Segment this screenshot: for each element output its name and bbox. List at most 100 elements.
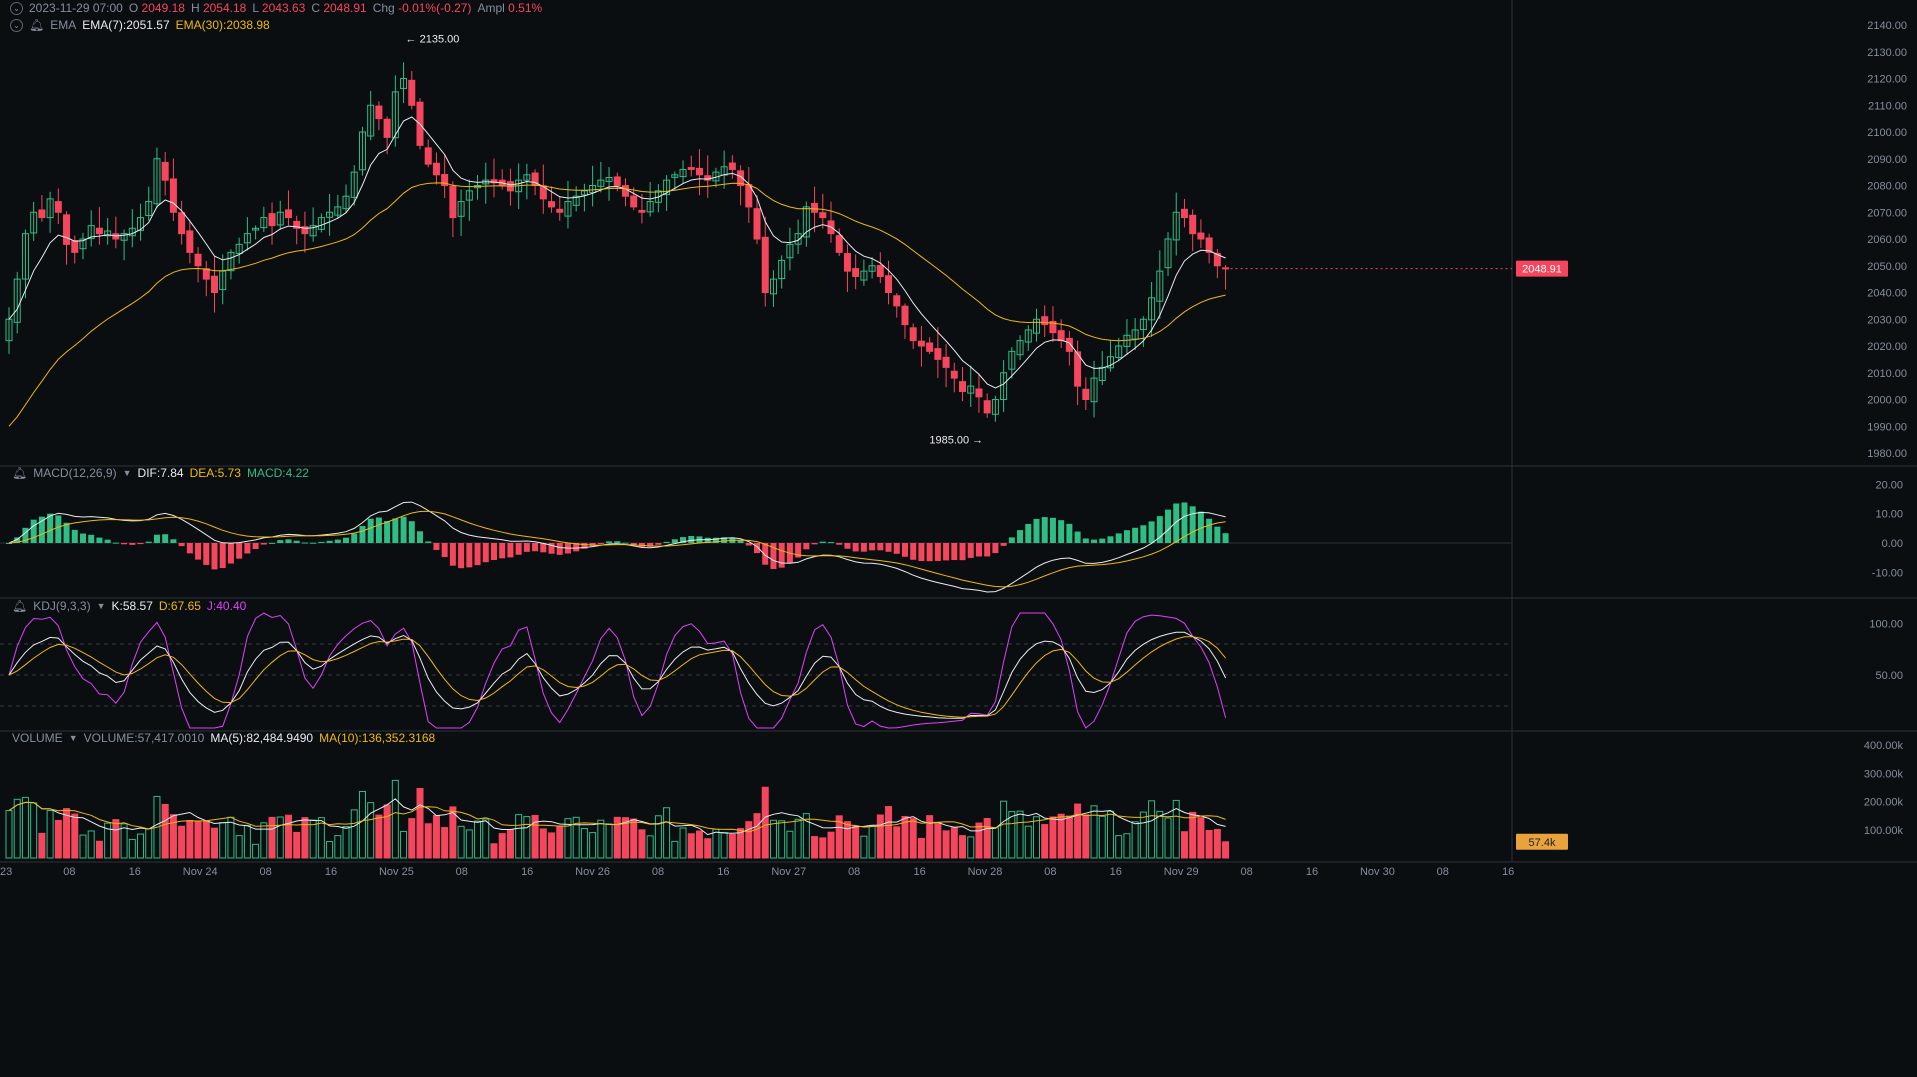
macd-histogram-bar <box>153 534 160 543</box>
macd-histogram-bar <box>828 542 834 544</box>
candle-down <box>695 167 703 176</box>
ema30-line <box>8 182 1226 427</box>
macd-histogram-bar <box>334 539 341 543</box>
collapse-icon[interactable]: ⌄ <box>10 1 23 15</box>
volume-bar <box>852 825 860 859</box>
collapse-icon[interactable]: ⌄ <box>10 18 23 32</box>
candle-up <box>87 225 95 240</box>
volume-bar <box>712 828 720 859</box>
macd-histogram-bar <box>573 543 580 552</box>
chevron-down-icon[interactable]: ▼ <box>96 601 106 611</box>
candle-down <box>383 118 391 138</box>
low-label: L <box>252 1 259 15</box>
chevron-down-icon[interactable]: ▼ <box>122 468 132 478</box>
macd-label[interactable]: MACD(12,26,9) <box>33 466 117 480</box>
macd-histogram-bar <box>1041 517 1048 543</box>
macd-histogram-bar <box>219 543 226 569</box>
volume-bar <box>531 815 539 859</box>
candle-down <box>876 265 884 277</box>
volume-bar <box>622 817 629 859</box>
volume-bar <box>95 840 103 859</box>
candle-down <box>761 236 769 294</box>
candle-up <box>104 230 112 237</box>
bell-icon[interactable]: 🔔︎ <box>29 18 45 32</box>
bell-icon[interactable]: 🔔︎ <box>12 466 28 480</box>
price-tick-label: 2140.00 <box>1867 20 1907 32</box>
volume-bar <box>663 807 671 859</box>
macd-histogram-bar <box>655 543 662 545</box>
candle-up <box>679 168 687 178</box>
candle-up <box>137 217 145 231</box>
volume-tick-label: 200.00k <box>1864 797 1904 809</box>
macd-histogram-bar <box>515 543 522 555</box>
high-label: H <box>190 1 200 15</box>
volume-bar <box>646 835 654 859</box>
price-tick-label: 2030.00 <box>1867 314 1907 326</box>
ema-label[interactable]: EMA <box>50 18 77 32</box>
volume-bar <box>358 790 366 859</box>
bell-icon[interactable]: 🔔︎ <box>12 599 28 613</box>
macd-histogram-bar <box>55 515 62 543</box>
candle-up <box>260 217 268 229</box>
macd-histogram-bar <box>1008 537 1015 543</box>
candle-up <box>1000 372 1008 401</box>
macd-histogram-bar <box>647 543 654 547</box>
volume-bar <box>654 815 662 859</box>
candle-up <box>860 270 868 281</box>
volume-bar <box>539 828 547 859</box>
volume-bar <box>1213 829 1221 859</box>
volume-bar <box>720 831 728 859</box>
volume-tick-label: 100.00k <box>1864 825 1904 837</box>
volume-bar <box>120 823 128 859</box>
volume-bar <box>268 816 276 859</box>
ampl-label: Ampl <box>477 1 505 15</box>
candle-down <box>301 226 309 235</box>
volume-label[interactable]: VOLUME <box>12 731 63 745</box>
volume-bar <box>778 820 786 859</box>
macd-legend: 🔔︎ MACD(12,26,9) ▼ DIF:7.84 DEA:5.73 MAC… <box>12 466 309 480</box>
time-tick-label: 23 <box>0 866 12 878</box>
macd-histogram-bar <box>597 543 604 544</box>
volume-bar <box>367 802 375 859</box>
price-tick-label: 1980.00 <box>1867 448 1907 460</box>
volume-bar <box>21 796 29 859</box>
macd-histogram-bar <box>104 539 111 543</box>
kdj-d: D:67.65 <box>158 599 201 613</box>
candle-down <box>983 400 991 414</box>
candle-up <box>1016 340 1024 356</box>
volume-bar <box>687 833 695 859</box>
volume-bar <box>317 817 325 859</box>
last-price-tag <box>1516 260 1568 277</box>
candle-down <box>1074 351 1082 387</box>
volume-bar <box>728 833 736 859</box>
macd-histogram-bar <box>852 543 859 552</box>
volume-bar <box>613 816 621 859</box>
candle-up <box>326 211 334 218</box>
candle-up <box>663 179 671 196</box>
volume-bar <box>342 826 350 859</box>
volume-bar <box>1115 835 1123 859</box>
volume-bar <box>786 830 794 859</box>
kdj-label[interactable]: KDJ(9,3,3) <box>33 599 91 613</box>
volume-bar <box>178 825 186 859</box>
candle-down <box>1065 337 1073 352</box>
macd-histogram-bar <box>630 543 637 546</box>
macd-histogram-bar <box>449 543 456 566</box>
macd-histogram-bar <box>293 540 300 543</box>
time-tick-label: 08 <box>848 866 860 878</box>
candle-down <box>909 327 917 342</box>
volume-bar <box>1164 817 1172 859</box>
candle-up <box>868 265 876 272</box>
time-tick-label: Nov 25 <box>379 866 414 878</box>
volume-bar <box>860 835 868 859</box>
volume-bar <box>794 818 802 859</box>
candle-down <box>942 356 950 368</box>
macd-histogram-bar <box>1156 516 1163 543</box>
macd-histogram-bar <box>359 526 366 543</box>
chevron-down-icon[interactable]: ▼ <box>68 733 78 743</box>
macd-histogram-bar <box>540 543 547 553</box>
candle-down <box>622 185 629 197</box>
candle-up <box>46 198 54 219</box>
candle-down <box>202 268 210 280</box>
